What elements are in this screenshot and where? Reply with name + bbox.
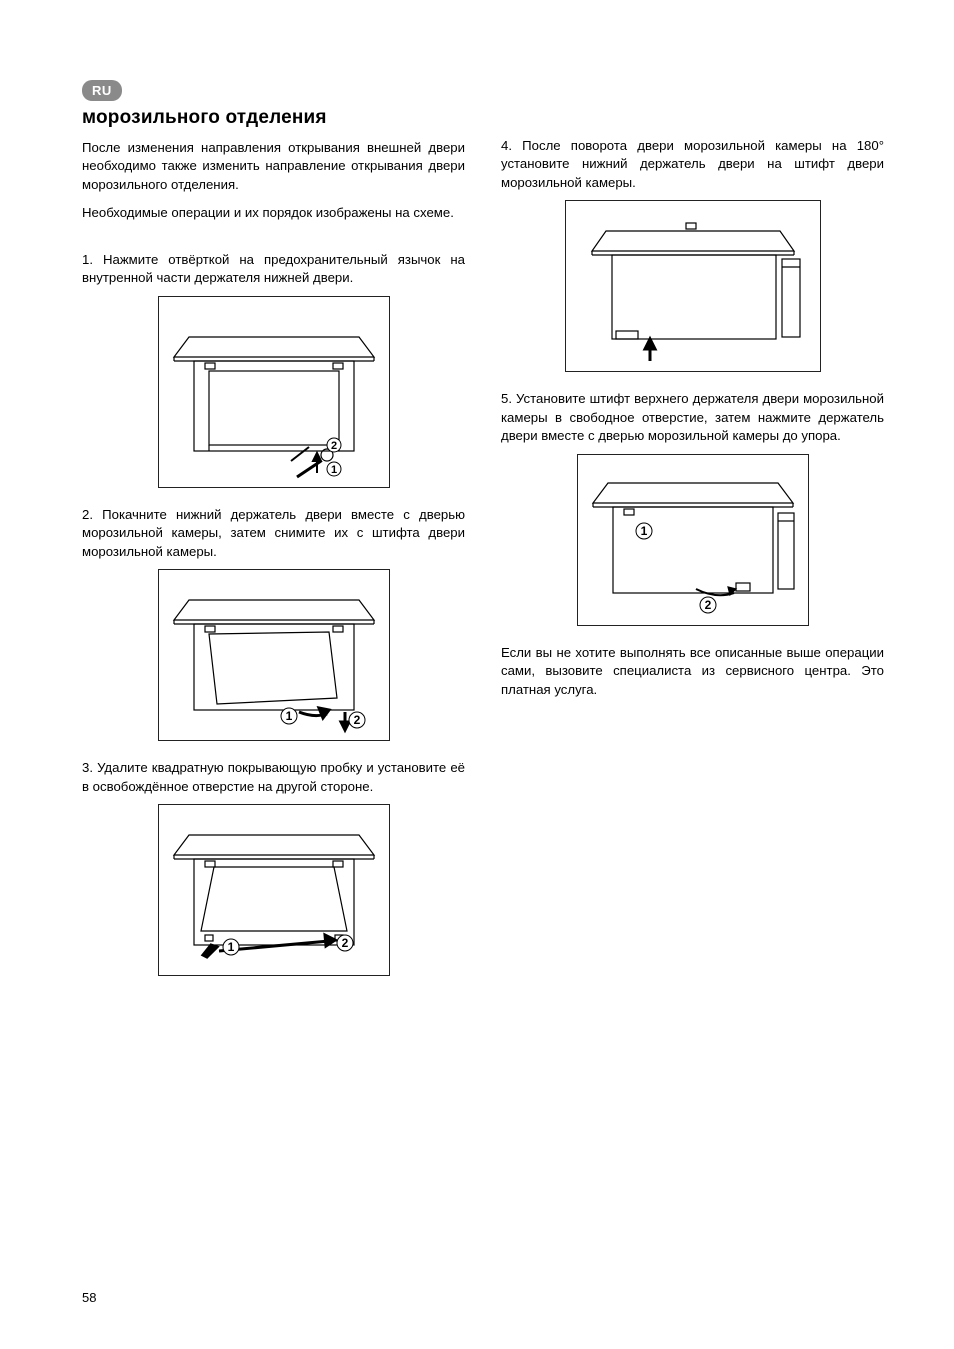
svg-text:2: 2 [341,936,348,950]
section-heading: морозильного отделения [82,107,465,129]
svg-text:1: 1 [285,709,292,723]
svg-text:2: 2 [704,598,711,612]
step-1-text: 1. Нажмите отвёрткой на предохранительны… [82,251,465,288]
figure-2: 1 2 [158,569,390,741]
svg-text:1: 1 [227,940,234,954]
page-number: 58 [82,1290,96,1305]
svg-text:2: 2 [330,440,336,452]
left-column: морозильного отделения После изменения н… [82,107,465,994]
intro-paragraph-1: После изменения направления открывания в… [82,139,465,194]
figure-3: 1 2 [158,804,390,976]
step-5-text: 5. Установите штифт верхнего держателя д… [501,390,884,445]
intro-paragraph-2: Необходимые операции и их порядок изобра… [82,204,465,222]
right-column: 4. После поворота двери морозильной каме… [501,107,884,994]
closing-paragraph: Если вы не хотите выполнять все описанны… [501,644,884,699]
svg-text:2: 2 [353,713,360,727]
svg-text:1: 1 [330,464,336,476]
figure-5: 1 2 [577,454,809,626]
language-badge: RU [82,80,122,101]
svg-text:1: 1 [640,524,647,538]
content-columns: морозильного отделения После изменения н… [82,107,884,994]
step-2-text: 2. Покачните нижний держатель двери вмес… [82,506,465,561]
figure-4 [565,200,821,372]
step-4-text: 4. После поворота двери морозильной каме… [501,137,884,192]
figure-1: 2 1 [158,296,390,488]
step-3-text: 3. Удалите квадратную покрывающую пробку… [82,759,465,796]
